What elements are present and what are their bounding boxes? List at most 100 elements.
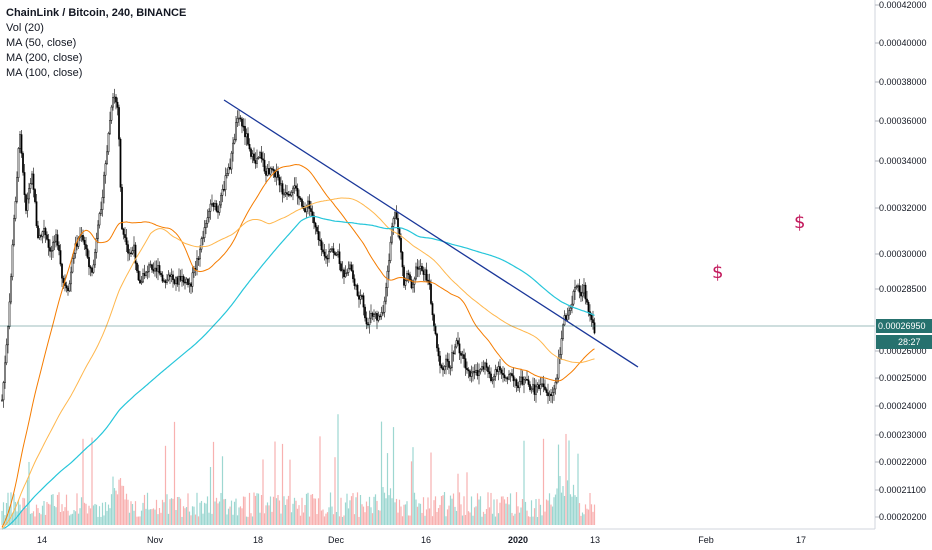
- candle-body: [13, 218, 15, 246]
- candle-body: [535, 386, 537, 395]
- candle-body: [320, 240, 323, 251]
- volume-bar: [296, 508, 299, 525]
- candle-body: [50, 250, 53, 252]
- candle-body: [208, 210, 210, 219]
- volume-bar: [277, 494, 279, 525]
- candle-body: [200, 238, 203, 250]
- legend-vol[interactable]: Vol (20): [6, 22, 44, 34]
- volume-bar: [575, 496, 578, 525]
- candle-body: [376, 313, 378, 321]
- legend-title[interactable]: ChainLink / Bitcoin, 240, BINANCE: [6, 7, 187, 19]
- volume-bar: [170, 498, 173, 525]
- candle-body: [568, 310, 570, 316]
- candle-body: [19, 134, 21, 149]
- candle-body: [427, 279, 429, 282]
- volume-bar: [368, 496, 371, 525]
- volume-bar: [155, 499, 158, 525]
- volume-bar: [475, 506, 477, 525]
- ma50-line: [1, 163, 595, 528]
- volume-bar: [211, 513, 213, 525]
- candle-body: [259, 152, 261, 158]
- volume-bar: [523, 440, 525, 525]
- volume-bar: [316, 514, 318, 525]
- candle-body: [377, 315, 380, 321]
- volume-bar: [286, 499, 288, 525]
- volume-bar: [557, 444, 560, 525]
- descending-trendline[interactable]: [223, 99, 639, 368]
- candle-body: [565, 315, 567, 321]
- candle-body: [380, 312, 383, 317]
- volume-bar: [470, 496, 473, 525]
- candle-body: [8, 301, 11, 328]
- volume-bar: [353, 514, 356, 525]
- candle-body: [307, 200, 309, 208]
- volume-bar: [352, 493, 354, 525]
- candle-body: [587, 302, 590, 312]
- volume-bar: [143, 494, 146, 525]
- candle-body: [467, 369, 470, 372]
- candle-body: [122, 228, 125, 235]
- candle-body: [518, 381, 521, 389]
- ma200-line: [1, 215, 595, 530]
- candle-body: [473, 371, 476, 373]
- candle-body: [583, 284, 585, 294]
- candle-body: [452, 352, 455, 354]
- volume-bar: [425, 509, 428, 525]
- volume-bar: [446, 509, 449, 525]
- volume-bar: [580, 515, 582, 525]
- candle-body: [97, 224, 99, 239]
- volume-bar: [373, 496, 375, 525]
- candle-body: [428, 280, 431, 285]
- volume-bar: [121, 485, 123, 525]
- volume-bar: [347, 508, 350, 525]
- candle-body: [337, 251, 339, 255]
- candle-body: [449, 367, 452, 369]
- volume-bar: [332, 514, 335, 525]
- candle-body: [242, 125, 245, 128]
- volume-bar: [319, 436, 321, 525]
- volume-bar: [242, 496, 245, 525]
- candle-body: [224, 175, 227, 191]
- volume-bar: [506, 496, 509, 525]
- candle-body: [344, 273, 347, 278]
- candle-body: [391, 226, 393, 243]
- volume-bar: [118, 479, 120, 525]
- volume-bar: [307, 492, 309, 525]
- volume-bar: [157, 514, 159, 525]
- candle-body: [232, 142, 234, 154]
- candle-body: [346, 272, 348, 274]
- legend-ma200[interactable]: MA (200, close): [6, 52, 83, 64]
- candle-body: [352, 270, 354, 280]
- candle-body: [506, 377, 509, 380]
- candle-body: [464, 358, 467, 369]
- volume-bar: [5, 502, 8, 525]
- volume-bar: [412, 447, 414, 525]
- candle-body: [412, 283, 414, 289]
- volume-bar: [586, 508, 588, 525]
- legend-ma50[interactable]: MA (50, close): [6, 37, 77, 49]
- volume-bar: [260, 494, 263, 525]
- volume-bar: [278, 500, 281, 525]
- candle-body: [143, 273, 146, 276]
- candle-body: [434, 325, 437, 335]
- volume-bar: [58, 492, 60, 525]
- price-axis[interactable]: 0.00042000 0.00040000 0.00038000 0.00036000…: [874, 0, 927, 529]
- volume-bar: [79, 508, 81, 525]
- price-tick-label: 0.00022000: [879, 457, 927, 467]
- candle-body: [314, 222, 317, 228]
- volume-bar: [415, 499, 417, 525]
- candle-body: [335, 254, 338, 256]
- price-tick-label: 0.00023000: [879, 430, 927, 440]
- legend-ma100[interactable]: MA (100, close): [6, 67, 83, 79]
- volume-bar: [452, 493, 455, 525]
- candle-body: [482, 366, 485, 370]
- candle-body: [275, 171, 278, 178]
- volume-bar: [424, 515, 426, 525]
- volume-bar: [416, 506, 419, 525]
- volume-bar: [205, 503, 207, 525]
- volume-bar: [38, 512, 41, 525]
- candle-body: [524, 378, 527, 381]
- volume-bar: [539, 504, 542, 525]
- volume-bar: [229, 506, 231, 525]
- time-axis[interactable]: 14 Nov 18 Dec 16 2020 13 Feb 17: [0, 528, 875, 545]
